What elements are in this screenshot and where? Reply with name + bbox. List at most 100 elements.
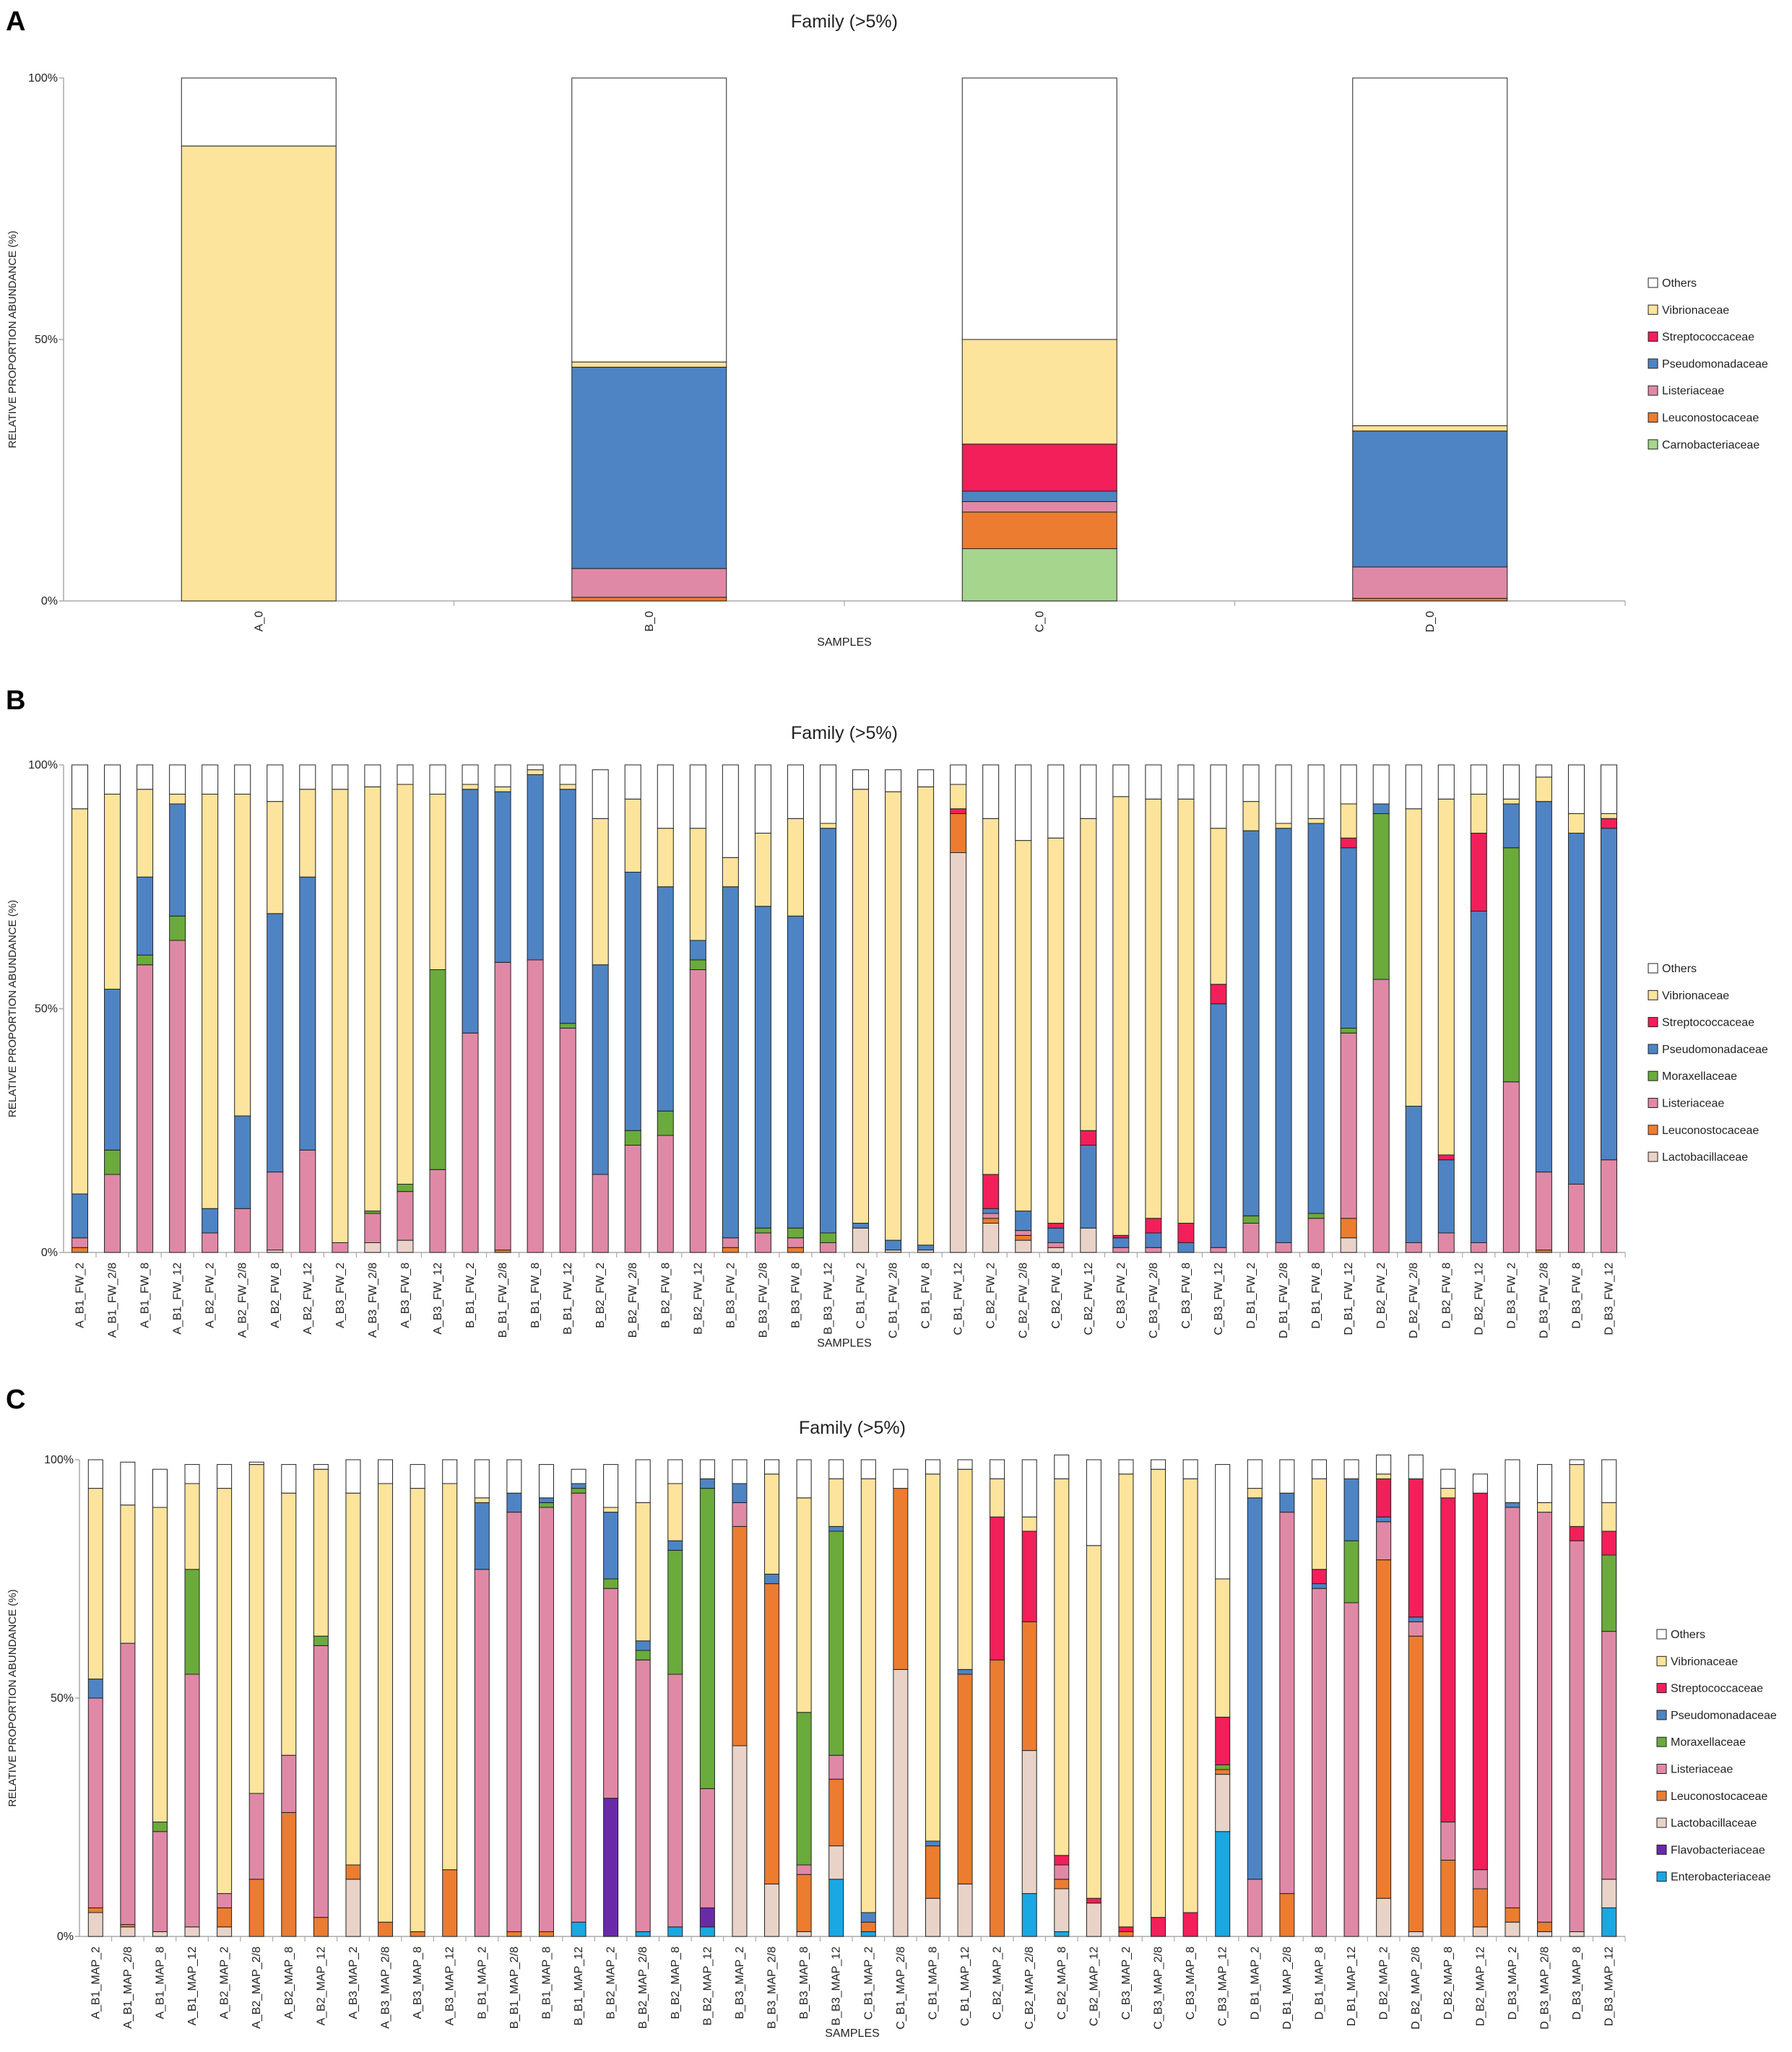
bar-segment-leuconostocaceae [1279, 1893, 1295, 1937]
bar-segment-pseudomonadaceae [1340, 847, 1357, 1029]
bar-a-b1-fw-8 [137, 764, 154, 1253]
bar-segment-others [137, 764, 154, 790]
bar-segment-others [925, 1459, 940, 1475]
bar-segment-lactobacillaceae [828, 1845, 844, 1880]
bar-segment-others [345, 1459, 361, 1494]
x-tick-label: C_B3_FW_8 [1180, 1263, 1192, 1329]
bar-segment-moraxellaceae [1340, 1028, 1357, 1034]
legend-label-flavobacteriaceae: Flavobacteriaceae [1671, 1844, 1765, 1856]
bar-segment-leuconostocaceae [860, 1921, 876, 1932]
bar-d-b3-map-2-8 [1537, 1464, 1553, 1937]
bar-segment-lactobacillaceae [796, 1931, 812, 1937]
bar-segment-leuconostocaceae [87, 1907, 103, 1913]
bar-segment-moraxellaceae [787, 1227, 804, 1239]
bar-b-b2-map-2-8 [635, 1459, 651, 1937]
legend-label-others: Others [1662, 963, 1697, 975]
bar-a-0 [181, 77, 337, 602]
bar-segment-lactobacillaceae [732, 1745, 748, 1937]
x-tick-label: C_B2_MAP_8 [1056, 1947, 1068, 2019]
bar-b-b3-fw-2 [722, 764, 739, 1253]
bar-segment-listeriaceae [603, 1588, 619, 1799]
bar-segment-pseudomonadaceae [828, 1525, 844, 1532]
bar-segment-pseudomonadaceae [957, 1668, 973, 1675]
bar-segment-leuconostocaceae [1015, 1234, 1032, 1241]
x-tick-label: B_B3_FW_2/8 [757, 1263, 769, 1338]
bar-b-b3-fw-2-8 [754, 764, 771, 1253]
bar-segment-vibrionaceae [1601, 1502, 1617, 1532]
bar-a-b1-map-2-8 [120, 1461, 136, 1937]
x-tick-label: A_B2_FW_8 [269, 1263, 282, 1328]
bar-segment-listeriaceae [624, 1145, 641, 1253]
bar-segment-listeriaceae [1600, 1159, 1617, 1253]
bar-segment-flavobacteriaceae [699, 1907, 715, 1928]
bar-segment-moraxellaceae [828, 1531, 844, 1756]
bar-segment-vibrionaceae [248, 1464, 264, 1794]
x-tick-label: A_B2_FW_12 [302, 1263, 314, 1335]
bar-segment-pseudomonadaceae [732, 1483, 748, 1503]
bar-segment-others [1340, 764, 1357, 805]
x-tick-label: C_B2_MAP_2/8 [1023, 1947, 1036, 2030]
bar-segment-moraxellaceae [657, 1110, 674, 1136]
bar-segment-others [860, 1459, 876, 1479]
bar-segment-vibrionaceae [202, 794, 219, 1209]
bar-segment-vibrionaceae [1502, 798, 1520, 805]
bar-segment-enterobacteriaceae [828, 1879, 844, 1937]
bar-segment-vibrionaceae [957, 1468, 973, 1670]
x-tick-label: C_B1_FW_12 [953, 1263, 965, 1335]
bar-b-b1-map-2-8 [506, 1459, 522, 1937]
bar-segment-listeriaceae [828, 1754, 844, 1780]
bar-b-b1-fw-2-8 [494, 764, 511, 1253]
bar-b-b1-fw-12 [559, 764, 576, 1253]
bar-segment-lactobacillaceae [1569, 1931, 1585, 1937]
legend-label-listeriaceae: Listeriaceae [1662, 1098, 1724, 1110]
x-tick-label: D_B1_FW_2/8 [1278, 1263, 1290, 1338]
x-tick-label: D_B3_MAP_2 [1507, 1947, 1519, 2019]
bar-c-b3-fw-12 [1210, 764, 1227, 1253]
bar-segment-listeriaceae [689, 969, 706, 1253]
x-tick-label: A_B3_FW_2/8 [367, 1263, 379, 1338]
bar-segment-others [462, 764, 479, 785]
x-tick-label: D_B3_MAP_2/8 [1539, 1947, 1551, 2030]
bar-segment-pseudomonadaceae [1307, 823, 1325, 1214]
bar-segment-leuconostocaceae [1021, 1621, 1037, 1752]
bar-segment-pseudomonadaceae [1112, 1237, 1130, 1248]
bar-segment-others [1408, 1454, 1424, 1479]
x-tick-label: C_B3_MAP_2/8 [1153, 1947, 1165, 2030]
bar-segment-moraxellaceae [1601, 1554, 1617, 1632]
bar-segment-listeriaceae [429, 1169, 446, 1253]
bar-segment-pseudomonadaceae [1145, 1232, 1162, 1248]
bar-segment-leuconostocaceae [1408, 1635, 1424, 1932]
bar-segment-listeriaceae [722, 1237, 739, 1248]
bar-segment-listeriaceae [1343, 1602, 1359, 1937]
bar-segment-others [657, 764, 674, 829]
bar-segment-moraxellaceae [137, 954, 154, 966]
bar-segment-others [1182, 1459, 1198, 1479]
bar-segment-listeriaceae [506, 1512, 522, 1932]
bar-segment-moraxellaceae [559, 1023, 576, 1029]
bar-segment-listeriaceae [1279, 1512, 1295, 1895]
bar-segment-vibrionaceae [1567, 813, 1585, 834]
x-tick-label: B_B1_MAP_12 [573, 1947, 585, 2026]
x-tick-label: D_B3_FW_2/8 [1538, 1263, 1550, 1338]
bar-segment-lactobacillaceae [950, 852, 967, 1253]
legend: Others Vibrionaceae Streptococcaceae Pseudo… [1656, 1629, 1777, 1884]
bar-segment-leuconostocaceae [442, 1869, 458, 1937]
x-tick-label: B_0 [644, 611, 656, 632]
x-tick-label: B_B3_MAP_8 [798, 1947, 810, 2019]
bar-segment-listeriaceae [754, 1232, 771, 1253]
bar-a-b2-map-2-8 [248, 1461, 264, 1937]
bar-segment-pseudomonadaceae [1177, 1242, 1195, 1253]
bar-b-b3-map-2 [732, 1459, 748, 1937]
bar-segment-others [442, 1459, 458, 1484]
bar-segment-leuconostocaceae [764, 1583, 780, 1884]
bar-segment-enterobacteriaceae [1215, 1831, 1231, 1937]
bar-a-b1-fw-2 [72, 764, 89, 1253]
y-tick-label: 100% [28, 72, 58, 85]
bar-segment-listeriaceae [1440, 1822, 1456, 1861]
bar-segment-vibrionaceae [184, 1483, 200, 1570]
bar-segment-moraxellaceae [397, 1184, 414, 1192]
bar-segment-listeriaceae [1311, 1588, 1327, 1937]
bar-segment-leuconostocaceae [1352, 597, 1508, 602]
x-tick-label: D_B1_MAP_2 [1249, 1947, 1261, 2019]
legend-swatch-others [1656, 1629, 1667, 1640]
